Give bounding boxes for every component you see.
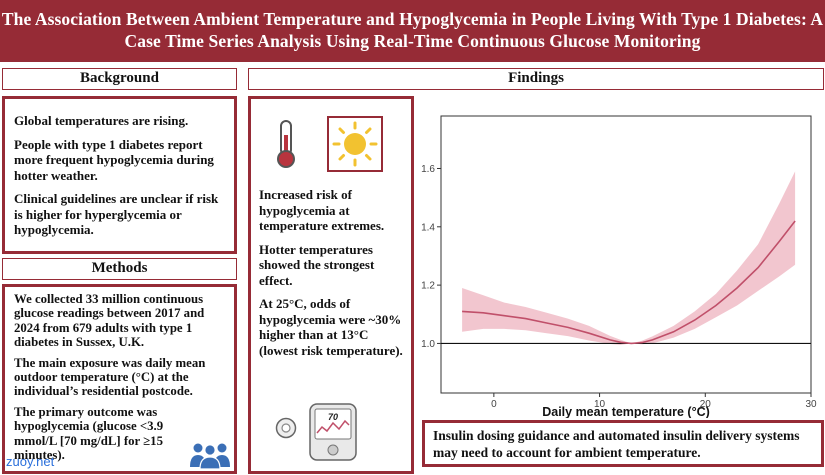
- thermometer-icon: [277, 120, 295, 168]
- background-point-3: Clinical guidelines are unclear if risk …: [14, 191, 219, 237]
- findings-panel: Increased risk of hypoglycemia at temper…: [248, 96, 414, 474]
- y-tick-label: 1.2: [421, 281, 435, 292]
- methods-point-2: The main exposure was daily mean outdoor…: [14, 355, 206, 399]
- methods-panel: We collected 33 million continuous gluco…: [2, 284, 237, 474]
- methods-heading: Methods: [2, 258, 237, 280]
- watermark: zuoy.net: [6, 454, 55, 469]
- sun-icon: [327, 116, 383, 172]
- odds-ratio-line: [462, 220, 796, 345]
- x-tick-label: 10: [594, 399, 606, 410]
- background-panel: Global temperatures are rising. People w…: [2, 96, 237, 254]
- findings-point-1: Increased risk of hypoglycemia at temper…: [259, 187, 385, 233]
- background-heading: Background: [2, 68, 237, 90]
- y-tick-label: 1.0: [421, 339, 435, 350]
- cgm-reader-icon: 70: [309, 403, 357, 461]
- findings-point-3: At 25°C, odds of hypoglycemia were ~30% …: [259, 296, 403, 358]
- confidence-band: [462, 171, 796, 345]
- people-icon: [190, 443, 230, 469]
- odds-ratio-chart: 0 10 20 30 1.0 1.2 1.4 1.6 Daily mean temperatur…: [421, 115, 817, 418]
- x-tick-label: 20: [700, 399, 712, 410]
- methods-point-3: The primary outcome was hypoglycemia (gl…: [14, 404, 164, 463]
- y-tick-label: 1.6: [421, 164, 435, 175]
- x-tick-label: 30: [805, 399, 817, 410]
- conclusion-box: Insulin dosing guidance and automated in…: [422, 420, 824, 467]
- findings-heading: Findings: [248, 68, 824, 90]
- x-axis-label: Daily mean temperature (°C): [542, 405, 710, 418]
- findings-point-2: Hotter temperatures showed the strongest…: [259, 241, 375, 288]
- cgm-reading: 70: [328, 412, 338, 422]
- poster-title: The Association Between Ambient Temperat…: [0, 0, 825, 62]
- methods-point-1: We collected 33 million continuous gluco…: [14, 292, 205, 350]
- background-point-2: People with type 1 diabetes report more …: [14, 136, 214, 183]
- background-point-1: Global temperatures are rising.: [14, 113, 189, 128]
- y-tick-label: 1.4: [421, 222, 435, 233]
- plot-frame: [440, 115, 812, 394]
- x-tick-label: 0: [491, 399, 497, 410]
- cgm-sensor-icon: [275, 417, 297, 439]
